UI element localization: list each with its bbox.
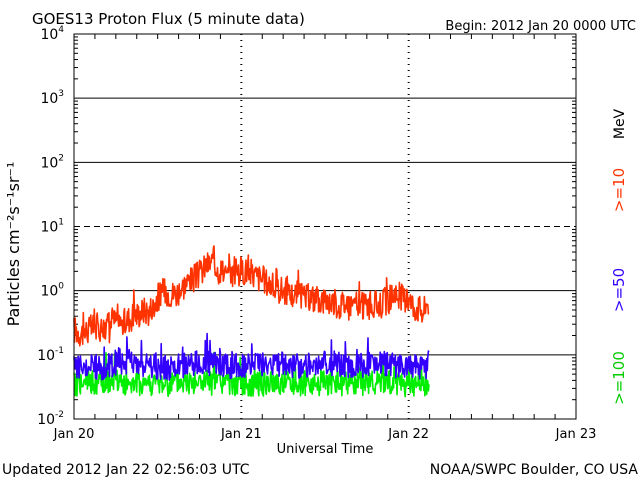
begin-label: Begin: 2012 Jan 20 0000 UTC (445, 19, 636, 34)
legend-item-ge10: >=10 (610, 168, 628, 212)
x-axis-tick-labels: Jan 20 Jan 21 Jan 22 Jan 23 (53, 427, 597, 442)
y-tick-label: 101 (40, 218, 64, 236)
y-tick-label: 104 (40, 25, 64, 43)
footer-updated: Updated 2012 Jan 22 02:56:03 UTC (2, 462, 250, 478)
y-axis-tick-labels: 104 103 102 101 100 10-1 10-2 (37, 25, 64, 428)
legend-item-ge50: >=50 (610, 268, 628, 312)
plot-frame (73, 33, 577, 420)
y-tick-label: 10-1 (37, 346, 64, 364)
series-line-ge100 (73, 351, 430, 398)
y-tick-label: 100 (40, 282, 64, 300)
legend: MeV >=10 >=50 >=100 (610, 108, 628, 404)
legend-unit: MeV (612, 108, 628, 139)
chart-title: GOES13 Proton Flux (5 minute data) (32, 10, 305, 28)
y-axis-label: Particles cm⁻²s⁻¹sr⁻¹ (4, 162, 23, 327)
series-layer (73, 245, 430, 398)
x-tick-label: Jan 23 (555, 427, 597, 442)
y-tick-label: 102 (40, 153, 64, 171)
series-line-ge10 (73, 245, 430, 347)
series-line-ge50 (73, 332, 430, 381)
legend-item-ge100: >=100 (610, 351, 628, 405)
x-axis-label: Universal Time (277, 442, 374, 457)
x-tick-label: Jan 22 (387, 427, 429, 442)
y-tick-label: 10-2 (37, 410, 64, 428)
footer-source: NOAA/SWPC Boulder, CO USA (430, 462, 639, 478)
y-tick-label: 103 (40, 89, 64, 107)
x-tick-label: Jan 21 (220, 427, 262, 442)
x-tick-label: Jan 20 (53, 427, 95, 442)
